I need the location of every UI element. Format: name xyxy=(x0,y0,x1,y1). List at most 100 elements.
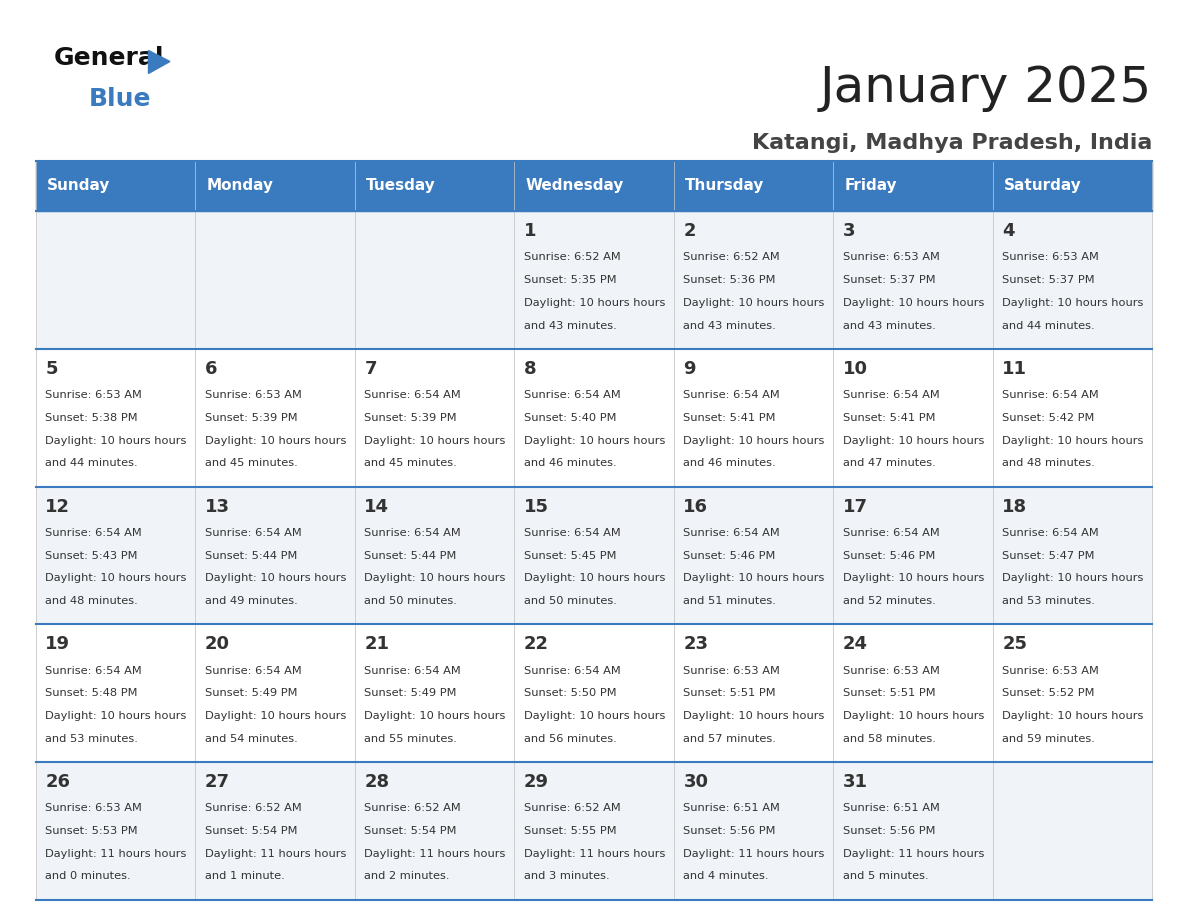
Text: and 2 minutes.: and 2 minutes. xyxy=(365,871,450,881)
FancyBboxPatch shape xyxy=(36,211,195,349)
Text: Sunrise: 6:54 AM: Sunrise: 6:54 AM xyxy=(524,390,620,400)
FancyBboxPatch shape xyxy=(36,624,195,762)
Text: Daylight: 11 hours hours: Daylight: 11 hours hours xyxy=(365,848,506,858)
Text: 25: 25 xyxy=(1003,635,1028,654)
FancyBboxPatch shape xyxy=(195,211,355,349)
Text: 31: 31 xyxy=(842,773,868,791)
Text: 19: 19 xyxy=(45,635,70,654)
FancyBboxPatch shape xyxy=(993,624,1152,762)
Text: Sunrise: 6:54 AM: Sunrise: 6:54 AM xyxy=(1003,528,1099,538)
FancyBboxPatch shape xyxy=(514,349,674,487)
Text: 22: 22 xyxy=(524,635,549,654)
Text: 11: 11 xyxy=(1003,360,1028,378)
Text: 17: 17 xyxy=(842,498,868,516)
Text: Sunset: 5:47 PM: Sunset: 5:47 PM xyxy=(1003,551,1095,561)
Text: 28: 28 xyxy=(365,773,390,791)
Text: and 44 minutes.: and 44 minutes. xyxy=(45,458,138,468)
Text: Daylight: 11 hours hours: Daylight: 11 hours hours xyxy=(524,848,665,858)
Text: 6: 6 xyxy=(204,360,217,378)
Text: Daylight: 10 hours hours: Daylight: 10 hours hours xyxy=(1003,436,1144,445)
Text: and 5 minutes.: and 5 minutes. xyxy=(842,871,929,881)
Text: Monday: Monday xyxy=(207,178,273,194)
Text: Sunset: 5:39 PM: Sunset: 5:39 PM xyxy=(204,413,297,423)
Text: Sunset: 5:39 PM: Sunset: 5:39 PM xyxy=(365,413,457,423)
Text: Sunrise: 6:54 AM: Sunrise: 6:54 AM xyxy=(365,528,461,538)
FancyBboxPatch shape xyxy=(514,624,674,762)
Text: Daylight: 10 hours hours: Daylight: 10 hours hours xyxy=(842,436,984,445)
Text: 10: 10 xyxy=(842,360,868,378)
Text: Sunrise: 6:53 AM: Sunrise: 6:53 AM xyxy=(1003,252,1099,263)
Text: 9: 9 xyxy=(683,360,696,378)
Text: Daylight: 10 hours hours: Daylight: 10 hours hours xyxy=(683,298,824,308)
Text: Daylight: 11 hours hours: Daylight: 11 hours hours xyxy=(683,848,824,858)
Text: Daylight: 10 hours hours: Daylight: 10 hours hours xyxy=(204,711,346,721)
Text: Sunset: 5:45 PM: Sunset: 5:45 PM xyxy=(524,551,617,561)
Text: 16: 16 xyxy=(683,498,708,516)
Text: Sunset: 5:49 PM: Sunset: 5:49 PM xyxy=(365,688,456,699)
Text: Daylight: 10 hours hours: Daylight: 10 hours hours xyxy=(204,436,346,445)
Text: Daylight: 10 hours hours: Daylight: 10 hours hours xyxy=(842,711,984,721)
Text: and 1 minute.: and 1 minute. xyxy=(204,871,284,881)
Text: and 46 minutes.: and 46 minutes. xyxy=(683,458,776,468)
Text: Daylight: 10 hours hours: Daylight: 10 hours hours xyxy=(683,436,824,445)
FancyBboxPatch shape xyxy=(36,349,195,487)
Text: Sunrise: 6:53 AM: Sunrise: 6:53 AM xyxy=(45,390,143,400)
Text: Sunrise: 6:53 AM: Sunrise: 6:53 AM xyxy=(842,666,940,676)
Text: Sunset: 5:51 PM: Sunset: 5:51 PM xyxy=(683,688,776,699)
Text: Tuesday: Tuesday xyxy=(366,178,436,194)
FancyBboxPatch shape xyxy=(195,161,355,211)
FancyBboxPatch shape xyxy=(36,762,195,900)
Text: Sunrise: 6:52 AM: Sunrise: 6:52 AM xyxy=(524,803,620,813)
Text: and 53 minutes.: and 53 minutes. xyxy=(45,733,138,744)
FancyBboxPatch shape xyxy=(195,624,355,762)
Text: and 4 minutes.: and 4 minutes. xyxy=(683,871,769,881)
Text: Sunrise: 6:53 AM: Sunrise: 6:53 AM xyxy=(683,666,781,676)
FancyBboxPatch shape xyxy=(195,762,355,900)
FancyBboxPatch shape xyxy=(833,211,993,349)
Text: Blue: Blue xyxy=(89,87,152,111)
Text: Sunrise: 6:54 AM: Sunrise: 6:54 AM xyxy=(842,528,940,538)
Text: Sunrise: 6:52 AM: Sunrise: 6:52 AM xyxy=(365,803,461,813)
Text: and 58 minutes.: and 58 minutes. xyxy=(842,733,936,744)
Text: 29: 29 xyxy=(524,773,549,791)
Text: and 52 minutes.: and 52 minutes. xyxy=(842,596,936,606)
Text: 2: 2 xyxy=(683,222,696,241)
FancyBboxPatch shape xyxy=(833,487,993,624)
FancyBboxPatch shape xyxy=(833,624,993,762)
FancyBboxPatch shape xyxy=(514,211,674,349)
Text: 7: 7 xyxy=(365,360,377,378)
FancyBboxPatch shape xyxy=(355,487,514,624)
Text: 4: 4 xyxy=(1003,222,1015,241)
Text: Daylight: 10 hours hours: Daylight: 10 hours hours xyxy=(1003,711,1144,721)
FancyBboxPatch shape xyxy=(674,161,833,211)
Text: Daylight: 10 hours hours: Daylight: 10 hours hours xyxy=(365,573,506,583)
Text: 13: 13 xyxy=(204,498,229,516)
FancyBboxPatch shape xyxy=(195,349,355,487)
FancyBboxPatch shape xyxy=(993,211,1152,349)
Text: and 47 minutes.: and 47 minutes. xyxy=(842,458,936,468)
Text: 5: 5 xyxy=(45,360,58,378)
FancyBboxPatch shape xyxy=(355,349,514,487)
Text: 30: 30 xyxy=(683,773,708,791)
Text: Sunset: 5:54 PM: Sunset: 5:54 PM xyxy=(365,826,456,836)
Text: Daylight: 10 hours hours: Daylight: 10 hours hours xyxy=(1003,573,1144,583)
Text: Sunrise: 6:53 AM: Sunrise: 6:53 AM xyxy=(842,252,940,263)
Text: Sunset: 5:37 PM: Sunset: 5:37 PM xyxy=(1003,275,1095,285)
Text: Sunrise: 6:54 AM: Sunrise: 6:54 AM xyxy=(683,390,781,400)
Text: Sunset: 5:44 PM: Sunset: 5:44 PM xyxy=(365,551,456,561)
Text: Sunrise: 6:51 AM: Sunrise: 6:51 AM xyxy=(683,803,781,813)
Text: Wednesday: Wednesday xyxy=(525,178,624,194)
Text: Daylight: 10 hours hours: Daylight: 10 hours hours xyxy=(204,573,346,583)
FancyBboxPatch shape xyxy=(993,349,1152,487)
Text: Daylight: 11 hours hours: Daylight: 11 hours hours xyxy=(45,848,187,858)
Text: Sunset: 5:54 PM: Sunset: 5:54 PM xyxy=(204,826,297,836)
Text: Sunset: 5:48 PM: Sunset: 5:48 PM xyxy=(45,688,138,699)
FancyBboxPatch shape xyxy=(36,161,195,211)
Text: 26: 26 xyxy=(45,773,70,791)
Text: Daylight: 10 hours hours: Daylight: 10 hours hours xyxy=(524,711,665,721)
Text: 21: 21 xyxy=(365,635,390,654)
FancyBboxPatch shape xyxy=(833,161,993,211)
FancyBboxPatch shape xyxy=(514,487,674,624)
Text: Katangi, Madhya Pradesh, India: Katangi, Madhya Pradesh, India xyxy=(752,133,1152,153)
Text: Sunrise: 6:54 AM: Sunrise: 6:54 AM xyxy=(204,666,302,676)
